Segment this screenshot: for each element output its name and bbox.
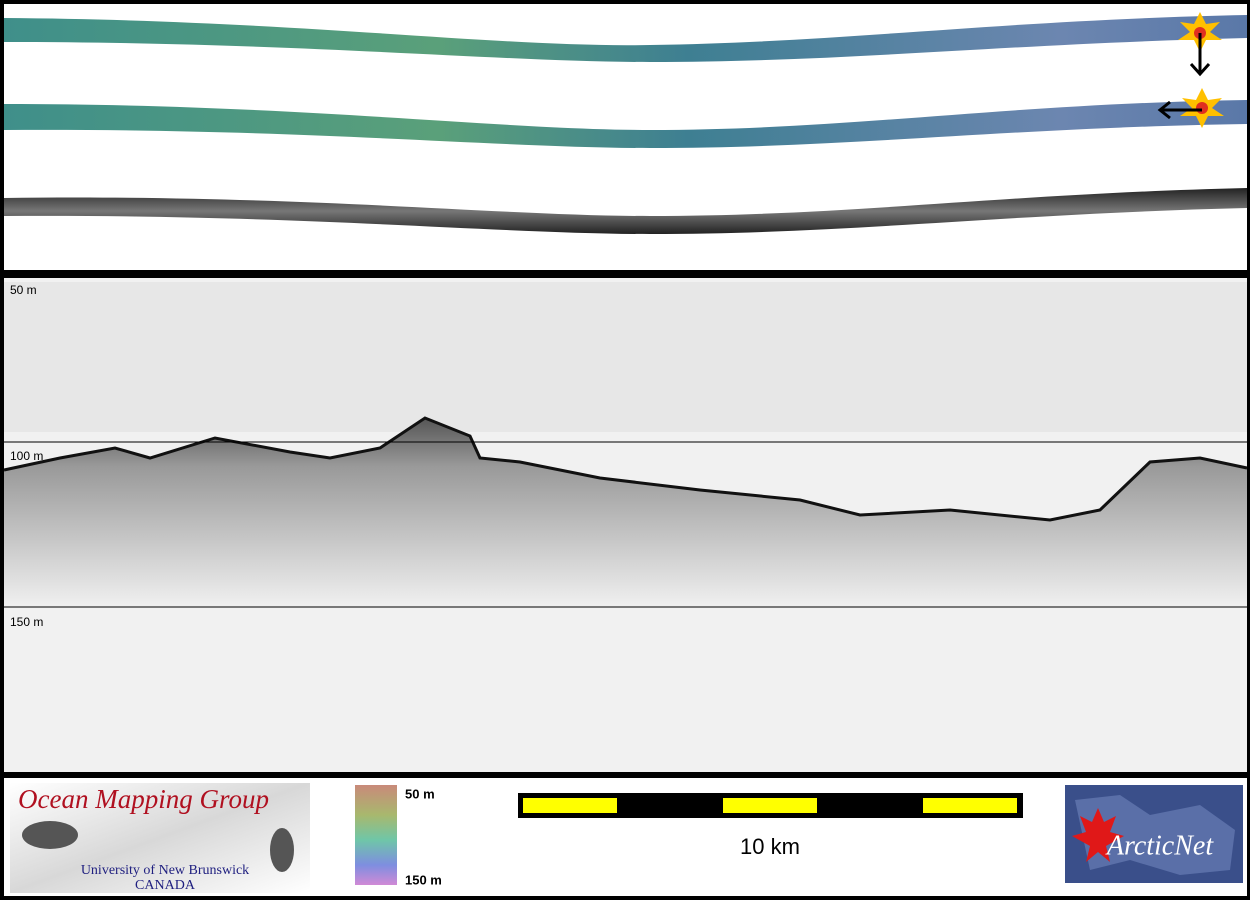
swath	[4, 100, 1247, 148]
logo-icon	[270, 828, 294, 872]
legend-top: 50 m	[405, 786, 435, 801]
omg-title: Ocean Mapping Group	[18, 784, 269, 814]
maple-leaf	[1072, 808, 1124, 862]
water-column	[4, 282, 1247, 432]
omg-university: University of New Brunswick	[81, 863, 249, 878]
logo-icon	[22, 821, 78, 849]
color-bar	[355, 785, 397, 885]
marker	[1196, 102, 1208, 114]
depth-label: 150 m	[10, 615, 43, 629]
seafloor	[3, 416, 1248, 522]
scale-segment	[923, 798, 1017, 813]
scale-segment	[723, 798, 817, 813]
sub-bottom	[4, 418, 1247, 610]
arrow	[1157, 100, 1202, 120]
legend-bottom: 150 m	[405, 872, 442, 887]
arcticnet-title: ArcticNet	[1105, 830, 1214, 861]
arrow	[1189, 33, 1211, 77]
map-shape	[1075, 795, 1235, 875]
scale-segment	[523, 798, 617, 813]
depth-label: 100 m	[10, 449, 43, 463]
backscatter-swath	[4, 188, 1247, 234]
scale-label: 10 km	[740, 834, 800, 859]
depth-label: 50 m	[10, 283, 37, 297]
swath	[4, 15, 1247, 62]
omg-country: CANADA	[135, 878, 196, 893]
